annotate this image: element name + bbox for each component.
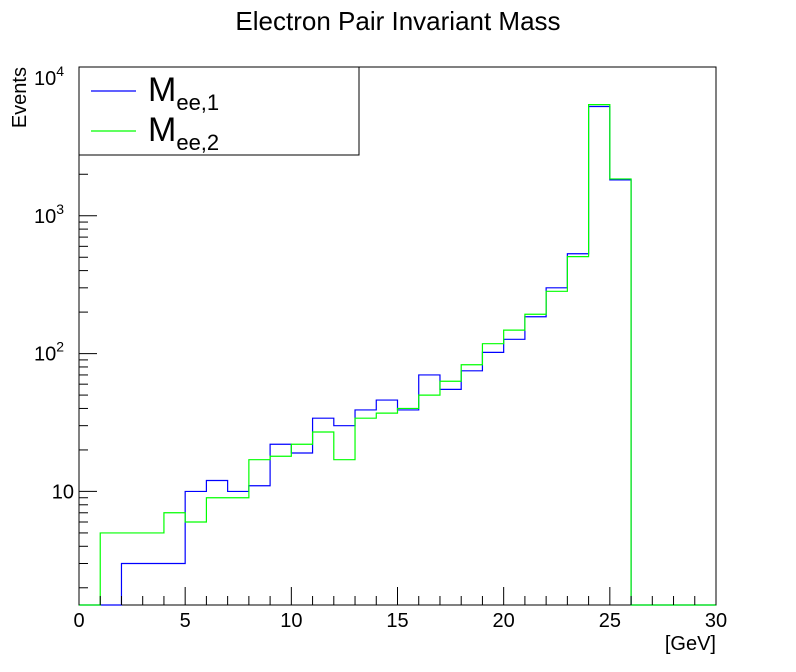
legend-label-1: Mee,1 <box>148 71 219 115</box>
y-axis-label: Events <box>9 67 31 128</box>
histogram-series-2 <box>79 104 716 606</box>
histogram-series-1 <box>79 105 716 606</box>
x-tick-label: 0 <box>73 610 84 632</box>
x-tick-label: 5 <box>180 610 191 632</box>
legend-box <box>78 66 360 156</box>
tick-labels-layer: 0 5 10 15 20 25 30 10 102 103 104 <box>34 63 727 632</box>
x-tick-label: 10 <box>280 610 302 632</box>
x-tick-label: 25 <box>599 610 621 632</box>
series-layer <box>79 104 716 606</box>
y-tick-label: 102 <box>34 339 64 366</box>
axis-ticks-layer <box>78 77 717 605</box>
x-tick-label: 30 <box>705 610 727 632</box>
chart-title: Electron Pair Invariant Mass <box>235 6 561 36</box>
y-tick-label: 103 <box>34 201 64 228</box>
x-axis-label: [GeV] <box>665 633 716 655</box>
x-tick-label: 20 <box>493 610 515 632</box>
legend-label-2: Mee,2 <box>148 111 219 155</box>
x-tick-label: 15 <box>386 610 408 632</box>
y-tick-label: 104 <box>34 63 64 90</box>
y-tick-label: 10 <box>52 481 74 503</box>
